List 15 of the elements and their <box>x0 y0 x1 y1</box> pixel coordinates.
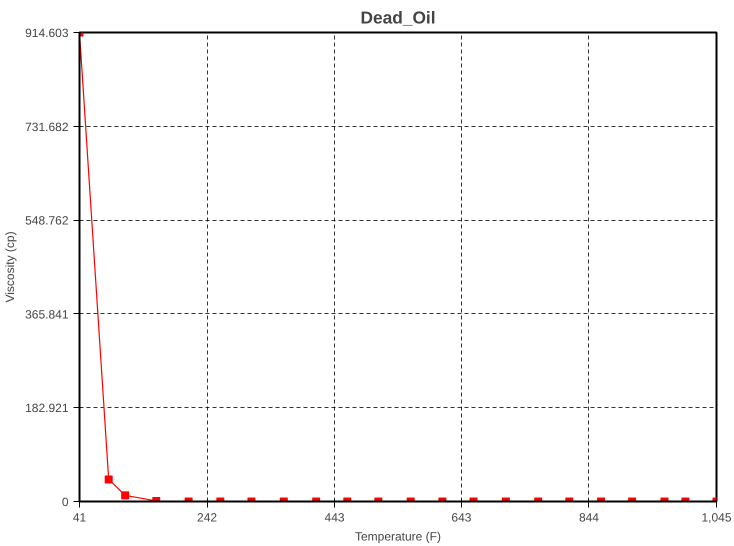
chart-title: Dead_Oil <box>360 8 436 28</box>
y-axis-title: Viscosity (cp) <box>3 231 18 303</box>
y-tick-label: 182.921 <box>25 401 69 416</box>
x-axis-title: Temperature (F) <box>354 530 442 544</box>
x-tick-label: 443 <box>324 510 345 524</box>
x-tick-label: 41 <box>72 510 86 524</box>
y-tick-label: 914.603 <box>25 26 69 40</box>
x-tick-label: 242 <box>197 510 218 524</box>
y-tick-label: 731.682 <box>25 120 69 134</box>
y-tick-label: 0 <box>62 495 69 509</box>
x-tick-label: 1,045 <box>701 510 732 524</box>
x-tick-label: 643 <box>451 510 472 524</box>
y-tick-label: 365.841 <box>25 307 69 322</box>
y-tick-label: 548.762 <box>25 214 69 228</box>
x-tick-label: 844 <box>578 510 600 524</box>
